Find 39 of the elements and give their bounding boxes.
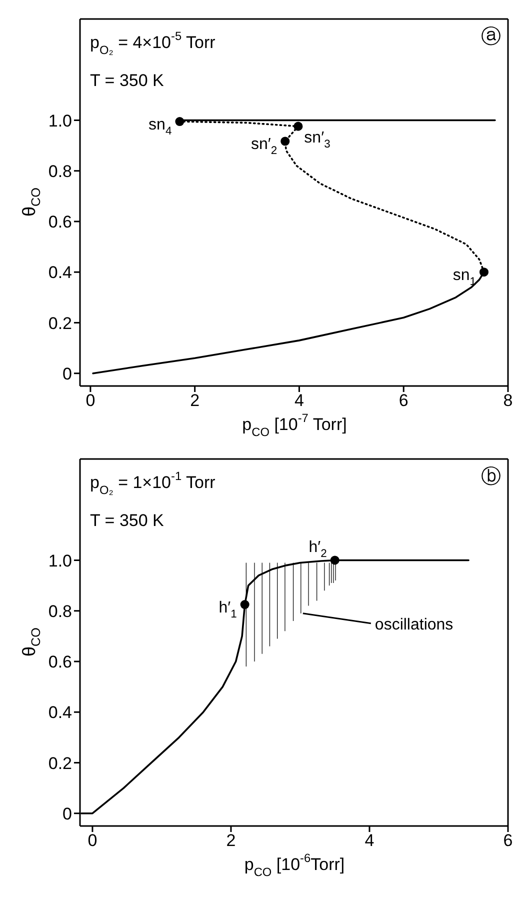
y-tick-label: 1.0: [48, 111, 72, 130]
x-tick-label: 6: [503, 831, 513, 850]
point: [175, 117, 184, 126]
x-tick-label: 2: [226, 831, 236, 850]
chart-title: ⓑ: [481, 466, 501, 488]
x-tick-label: 0: [88, 831, 98, 850]
y-tick-label: 0.6: [48, 652, 72, 672]
y-tick-label: 0.8: [48, 602, 72, 621]
y-tick-label: 0: [62, 364, 72, 384]
y-tick-label: 1.0: [48, 551, 72, 570]
x-tick-label: 6: [398, 391, 408, 410]
annotation: sn′$_{3}$: [304, 130, 330, 150]
annotation: T = 350 K: [90, 511, 165, 530]
x-tick-label: 2: [190, 391, 200, 410]
point: [479, 268, 489, 277]
annotation: h′$_{2}$: [308, 539, 327, 560]
y-tick-label: 0.4: [48, 703, 72, 722]
x-tick-label: 8: [503, 391, 513, 410]
x-axis-title: p$_{CO}$ [10$^{-6}$Torr]: [244, 851, 345, 880]
y-tick-label: 0.6: [48, 212, 72, 232]
chart-title: ⓐ: [481, 26, 501, 48]
y-tick-label: 0.4: [48, 263, 72, 282]
annotation: p$_{O₂}$ = 1×10$^{-1}$ Torr: [90, 469, 216, 498]
annotation: sn′$_{2}$: [250, 136, 278, 158]
y-tick-label: 0.8: [48, 162, 72, 181]
x-tick-label: 4: [364, 831, 374, 850]
annotation: p$_{O₂}$ = 4×10$^{-5}$ Torr: [90, 29, 216, 58]
annotation: sn$_{4}$: [148, 116, 172, 138]
point: [280, 136, 290, 146]
x-tick-label: 0: [86, 391, 96, 410]
x-axis-title: p$_{CO}$ [10$^{-7}$ Torr]: [242, 411, 347, 440]
y-tick-label: 0.2: [48, 754, 72, 773]
point: [294, 122, 303, 131]
annotation: h′$_{1}$: [218, 600, 237, 620]
annotation: T = 350 K: [90, 71, 165, 90]
y-tick-label: 0.2: [48, 314, 72, 333]
annotation: oscillations: [374, 616, 454, 634]
y-tick-label: 0: [62, 804, 72, 824]
x-tick-label: 4: [294, 391, 304, 410]
